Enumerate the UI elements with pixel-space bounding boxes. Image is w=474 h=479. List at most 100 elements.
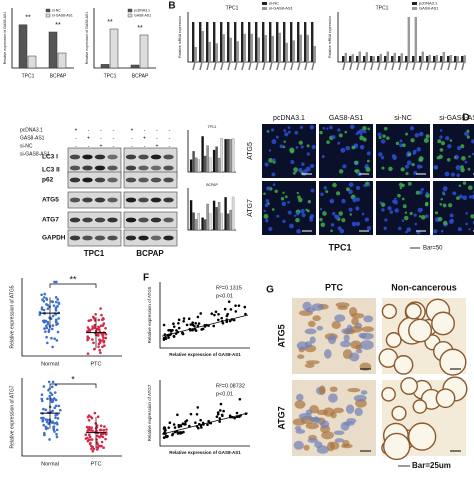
tissue-cell [316, 409, 328, 416]
condition-sign: + [100, 143, 103, 149]
cell-nucleus [268, 158, 273, 163]
point [221, 321, 225, 325]
point [188, 424, 191, 428]
blot-panel [123, 171, 178, 189]
point [179, 424, 183, 427]
condition-sign: + [131, 127, 134, 133]
bar [414, 17, 417, 62]
bar [201, 136, 204, 173]
point [86, 338, 89, 342]
axis [159, 380, 250, 447]
bar [398, 56, 401, 62]
cell-nucleus [265, 219, 269, 223]
cell-nucleus [418, 190, 423, 195]
tissue-cell [305, 422, 319, 430]
cell-nucleus [280, 197, 285, 201]
point [40, 393, 44, 397]
cell-nucleus [416, 164, 422, 169]
tissue-cell [343, 334, 350, 342]
point [173, 426, 177, 429]
bar [384, 56, 387, 62]
point [199, 312, 203, 315]
point [93, 323, 97, 327]
bar [405, 56, 408, 62]
point [57, 404, 61, 408]
tissue-cell [323, 349, 332, 359]
point [191, 321, 194, 324]
cell-nucleus [276, 214, 280, 218]
point [55, 428, 59, 432]
blot-band [150, 165, 162, 171]
cell-nucleus [397, 226, 402, 231]
bar [297, 22, 300, 62]
cell-nucleus [306, 152, 311, 156]
scale-bar-label: Bar=50 [423, 246, 443, 252]
blot-band [150, 154, 162, 160]
blot-band [163, 217, 174, 223]
cell-nucleus [437, 139, 442, 144]
point [90, 447, 93, 451]
cell-nucleus [319, 207, 323, 211]
tissue-cell [295, 393, 304, 402]
cell-nucleus [415, 190, 420, 195]
point [182, 317, 186, 320]
cell-nucleus [420, 214, 426, 220]
cell-nucleus [412, 149, 417, 154]
cell-nucleus [444, 171, 450, 177]
cell-nucleus [350, 124, 355, 130]
point [57, 301, 61, 305]
cell-nucleus [264, 162, 269, 167]
bar [229, 139, 232, 173]
point [217, 313, 220, 316]
cell-nucleus [351, 145, 356, 150]
cell-nucleus [401, 219, 405, 223]
cell-nucleus [270, 128, 275, 132]
point [53, 422, 56, 425]
cell-nucleus [420, 208, 423, 211]
tissue-cell [328, 393, 338, 403]
point [103, 425, 106, 428]
cell-nucleus [266, 130, 270, 133]
tissue-cell [319, 385, 326, 395]
cell-nucleus [338, 133, 343, 138]
point [42, 308, 46, 312]
condition-sign: + [143, 135, 146, 141]
point [53, 280, 56, 284]
condition-sign: - [144, 143, 146, 149]
point [54, 404, 58, 408]
cell-nucleus [409, 211, 413, 216]
cell-nucleus [338, 211, 344, 216]
bar [236, 41, 239, 62]
x-tick [276, 61, 280, 71]
cell-nucleus [355, 132, 359, 136]
cell-nucleus [387, 206, 392, 211]
point [96, 334, 100, 337]
blot-band [150, 217, 162, 223]
bar [311, 22, 314, 62]
point [86, 415, 90, 419]
legend-label: si-NC [269, 1, 279, 6]
x-tick [440, 61, 444, 71]
chart-title: TPC1 [226, 5, 239, 11]
legend-label: si-GAS8-AS1 [269, 6, 294, 11]
point [87, 433, 91, 437]
point [97, 345, 100, 348]
blot-band [82, 197, 93, 203]
point [164, 434, 168, 438]
cell-nucleus [337, 226, 342, 231]
point [197, 426, 200, 430]
cell-nucleus [275, 135, 279, 139]
cell-nucleus [420, 187, 424, 191]
cell-nucleus [293, 167, 299, 173]
tissue-cell [294, 425, 302, 431]
cell-nucleus [329, 125, 333, 130]
bar [454, 56, 457, 62]
point [85, 425, 89, 429]
bar [199, 22, 202, 62]
y-axis-label: Relative expression of ATG5 [9, 285, 15, 348]
cell-nucleus [464, 160, 468, 164]
point [96, 443, 99, 446]
cell-nucleus [295, 212, 300, 216]
condition-sign: + [75, 127, 78, 133]
cell-nucleus [348, 182, 354, 188]
